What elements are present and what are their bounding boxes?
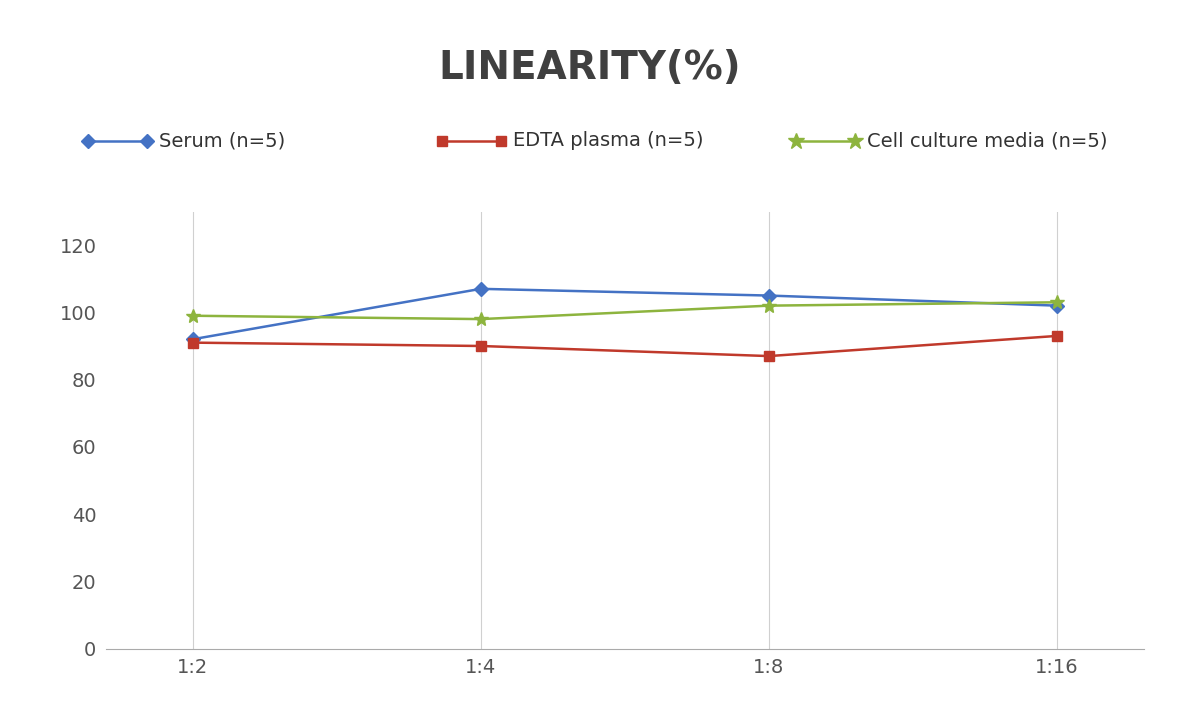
Text: Serum (n=5): Serum (n=5) xyxy=(159,132,285,150)
Text: LINEARITY(%): LINEARITY(%) xyxy=(439,49,740,87)
Text: EDTA plasma (n=5): EDTA plasma (n=5) xyxy=(513,132,704,150)
Text: Cell culture media (n=5): Cell culture media (n=5) xyxy=(867,132,1107,150)
